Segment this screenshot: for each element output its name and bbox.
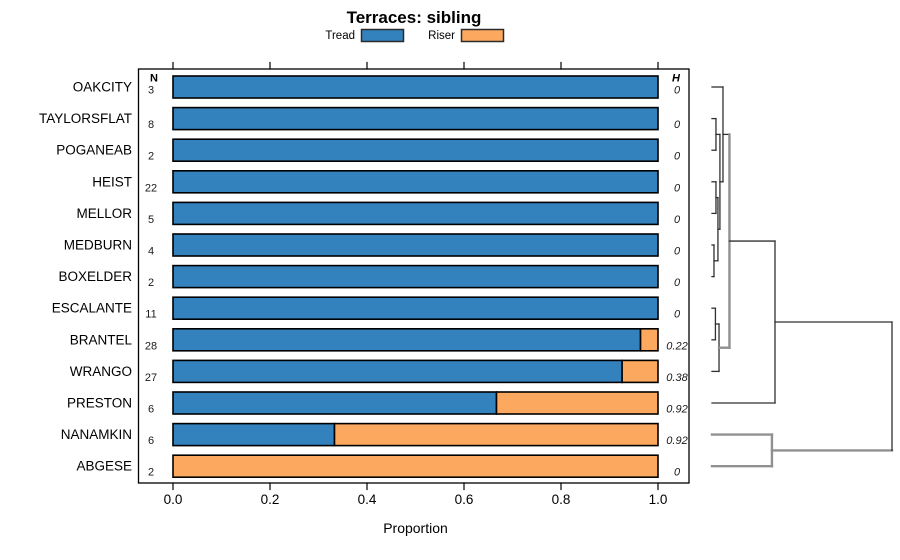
legend-label-tread: Tread: [325, 30, 355, 42]
legend-swatch-riser: [460, 28, 505, 43]
bar-segment-tread: [172, 264, 659, 289]
n-value: 2: [148, 277, 154, 289]
bar-segment-tread: [172, 201, 659, 226]
bar-segment-tread: [172, 359, 623, 384]
category-label: PRESTON: [67, 396, 132, 411]
x-tick-label: 1.0: [649, 492, 668, 507]
plot-frame: [137, 68, 690, 484]
category-label: POGANEAB: [56, 143, 132, 158]
n-value: 27: [145, 372, 157, 384]
x-tick-label: 0.2: [261, 492, 280, 507]
n-value: 6: [148, 435, 154, 447]
x-tick-label: 0.6: [455, 492, 474, 507]
bar-segment-tread: [172, 233, 659, 257]
category-label: BRANTEL: [70, 332, 133, 347]
category-label: HEIST: [92, 174, 132, 189]
h-value: 0: [674, 119, 681, 131]
h-value: 0.92: [666, 435, 687, 447]
category-label: TAYLORSFLAT: [39, 111, 132, 126]
h-value: 0: [674, 85, 681, 97]
bar-segment-tread: [172, 327, 642, 352]
h-value: 0: [674, 182, 681, 194]
chart-title: Terraces: sibling: [347, 8, 482, 27]
plot-generated-layer: 0.0 0.2 0.4 0.6 0.8 1.0 OAKCITY 3 0 TAYLORSFLAT 8 0…: [39, 61, 894, 507]
bar-segment-tread: [172, 422, 336, 447]
bar-segment-tread: [172, 106, 659, 131]
n-value: 28: [145, 340, 157, 352]
n-value: 8: [148, 119, 154, 131]
n-value: 11: [145, 309, 156, 321]
n-column-header: N: [150, 73, 158, 85]
h-value: 0.22: [666, 340, 687, 352]
bar-segment-tread: [172, 391, 498, 415]
category-label: MELLOR: [76, 206, 132, 221]
category-label: WRANGO: [70, 364, 132, 379]
bar-segment-tread: [172, 296, 659, 321]
h-value: 0: [674, 309, 681, 321]
bar-segment-tread: [172, 138, 659, 162]
h-value: 0: [674, 214, 681, 226]
bar-segment-tread: [172, 75, 659, 99]
bar-segment-riser: [172, 454, 659, 479]
bar-segment-tread: [172, 170, 659, 194]
h-value: 0: [674, 246, 681, 258]
n-value: 2: [148, 151, 154, 163]
category-label: NANAMKIN: [61, 427, 132, 442]
h-value: 0: [674, 467, 681, 479]
category-label: MEDBURN: [64, 238, 132, 253]
n-value: 2: [148, 467, 154, 479]
h-value: 0: [674, 277, 681, 289]
n-value: 22: [145, 182, 157, 194]
bar-segment-riser: [333, 422, 659, 447]
h-value: 0.92: [666, 404, 687, 416]
n-value: 3: [148, 85, 154, 97]
h-column-header: H: [672, 73, 681, 85]
x-axis-label: Proportion: [383, 520, 448, 536]
legend-swatch-tread: [360, 28, 405, 43]
bar-segment-riser: [621, 359, 659, 384]
x-tick-label: 0.8: [552, 492, 571, 507]
bar-segment-riser: [639, 327, 659, 352]
category-label: ESCALANTE: [52, 301, 132, 316]
legend-label-riser: Riser: [428, 30, 455, 42]
category-label: BOXELDER: [58, 269, 132, 284]
n-value: 4: [148, 246, 154, 258]
h-value: 0: [674, 151, 681, 163]
h-value: 0.38: [666, 372, 688, 384]
legend: Tread Riser: [325, 28, 505, 43]
x-tick-label: 0.0: [164, 492, 183, 507]
n-value: 5: [148, 214, 154, 226]
n-value: 6: [148, 404, 154, 416]
bar-segment-riser: [495, 391, 659, 415]
category-label: ABGESE: [76, 459, 132, 474]
x-tick-label: 0.4: [358, 492, 377, 507]
category-label: OAKCITY: [73, 80, 132, 95]
